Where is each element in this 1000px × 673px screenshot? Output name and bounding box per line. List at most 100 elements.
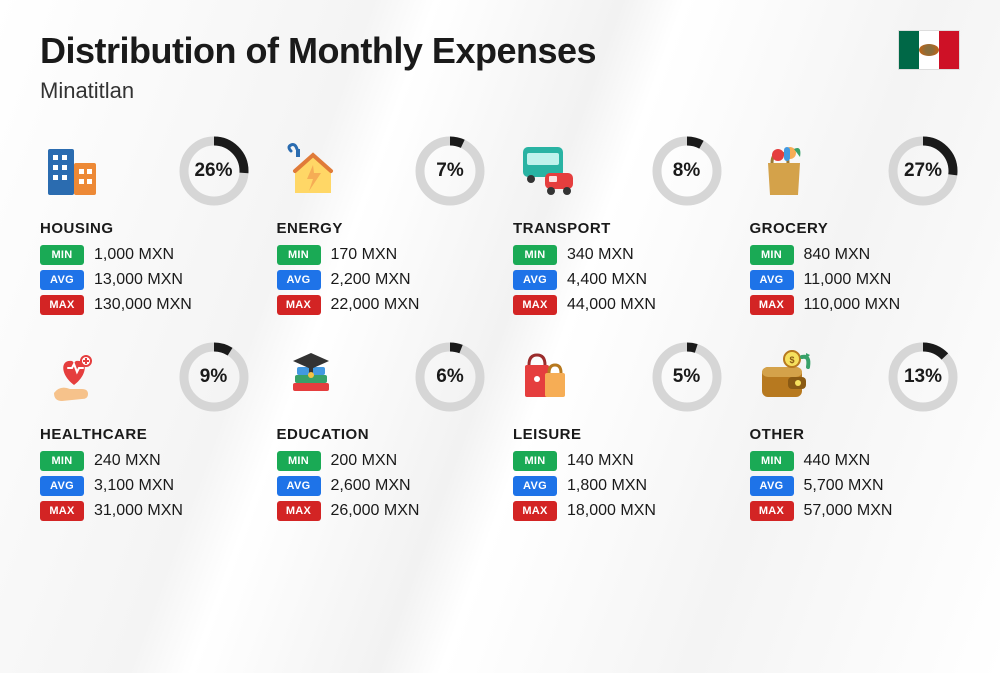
badge-min: MIN — [40, 451, 84, 471]
value-min: 170 MXN — [331, 246, 398, 264]
row-max: MAX 31,000 MXN — [40, 501, 251, 521]
value-avg: 2,600 MXN — [331, 477, 411, 495]
grocery-bag-icon — [750, 137, 818, 205]
value-min: 1,000 MXN — [94, 246, 174, 264]
category-label: HEALTHCARE — [40, 426, 251, 443]
row-avg: AVG 5,700 MXN — [750, 476, 961, 496]
value-max: 18,000 MXN — [567, 502, 656, 520]
wallet-icon: $ — [750, 343, 818, 411]
donut-other: 13% — [886, 340, 960, 414]
value-avg: 4,400 MXN — [567, 271, 647, 289]
card-transport: 8% TRANSPORT MIN 340 MXN AVG 4,400 MXN M… — [513, 132, 724, 320]
badge-min: MIN — [513, 451, 557, 471]
row-avg: AVG 1,800 MXN — [513, 476, 724, 496]
row-max: MAX 57,000 MXN — [750, 501, 961, 521]
buildings-icon — [40, 137, 108, 205]
card-energy: 7% ENERGY MIN 170 MXN AVG 2,200 MXN MAX … — [277, 132, 488, 320]
value-max: 22,000 MXN — [331, 296, 420, 314]
percent-label: 9% — [177, 340, 251, 414]
category-label: LEISURE — [513, 426, 724, 443]
row-avg: AVG 3,100 MXN — [40, 476, 251, 496]
value-max: 31,000 MXN — [94, 502, 183, 520]
value-min: 140 MXN — [567, 452, 634, 470]
badge-max: MAX — [750, 501, 794, 521]
badge-min: MIN — [277, 451, 321, 471]
badge-avg: AVG — [40, 476, 84, 496]
value-avg: 11,000 MXN — [804, 271, 892, 289]
row-min: MIN 440 MXN — [750, 451, 961, 471]
value-max: 26,000 MXN — [331, 502, 420, 520]
row-avg: AVG 2,600 MXN — [277, 476, 488, 496]
category-label: ENERGY — [277, 220, 488, 237]
value-avg: 13,000 MXN — [94, 271, 183, 289]
value-max: 44,000 MXN — [567, 296, 656, 314]
percent-label: 7% — [413, 134, 487, 208]
badge-avg: AVG — [750, 270, 794, 290]
donut-leisure: 5% — [650, 340, 724, 414]
svg-text:$: $ — [789, 355, 794, 365]
donut-transport: 8% — [650, 134, 724, 208]
row-max: MAX 26,000 MXN — [277, 501, 488, 521]
badge-min: MIN — [277, 245, 321, 265]
row-min: MIN 200 MXN — [277, 451, 488, 471]
percent-label: 26% — [177, 134, 251, 208]
percent-label: 5% — [650, 340, 724, 414]
row-avg: AVG 11,000 MXN — [750, 270, 961, 290]
donut-energy: 7% — [413, 134, 487, 208]
donut-education: 6% — [413, 340, 487, 414]
row-avg: AVG 2,200 MXN — [277, 270, 488, 290]
category-label: GROCERY — [750, 220, 961, 237]
value-max: 130,000 MXN — [94, 296, 192, 314]
badge-min: MIN — [750, 451, 794, 471]
donut-housing: 26% — [177, 134, 251, 208]
house-bolt-icon — [277, 137, 345, 205]
value-min: 200 MXN — [331, 452, 398, 470]
value-min: 340 MXN — [567, 246, 634, 264]
heart-hand-icon — [40, 343, 108, 411]
badge-max: MAX — [513, 501, 557, 521]
card-housing: 26% HOUSING MIN 1,000 MXN AVG 13,000 MXN… — [40, 132, 251, 320]
badge-max: MAX — [750, 295, 794, 315]
badge-max: MAX — [40, 295, 84, 315]
category-label: TRANSPORT — [513, 220, 724, 237]
value-avg: 2,200 MXN — [331, 271, 411, 289]
percent-label: 8% — [650, 134, 724, 208]
row-min: MIN 170 MXN — [277, 245, 488, 265]
row-avg: AVG 4,400 MXN — [513, 270, 724, 290]
card-leisure: 5% LEISURE MIN 140 MXN AVG 1,800 MXN MAX… — [513, 338, 724, 526]
row-max: MAX 22,000 MXN — [277, 295, 488, 315]
row-max: MAX 110,000 MXN — [750, 295, 961, 315]
page-subtitle: Minatitlan — [40, 78, 596, 104]
percent-label: 13% — [886, 340, 960, 414]
category-grid: 26% HOUSING MIN 1,000 MXN AVG 13,000 MXN… — [40, 132, 960, 526]
category-label: EDUCATION — [277, 426, 488, 443]
badge-avg: AVG — [277, 270, 321, 290]
badge-max: MAX — [277, 501, 321, 521]
mexico-flag-icon — [898, 30, 960, 70]
percent-label: 27% — [886, 134, 960, 208]
row-min: MIN 840 MXN — [750, 245, 961, 265]
badge-avg: AVG — [40, 270, 84, 290]
card-grocery: 27% GROCERY MIN 840 MXN AVG 11,000 MXN M… — [750, 132, 961, 320]
row-min: MIN 140 MXN — [513, 451, 724, 471]
badge-avg: AVG — [513, 476, 557, 496]
card-education: 6% EDUCATION MIN 200 MXN AVG 2,600 MXN M… — [277, 338, 488, 526]
value-max: 110,000 MXN — [804, 296, 901, 314]
value-avg: 3,100 MXN — [94, 477, 174, 495]
percent-label: 6% — [413, 340, 487, 414]
row-min: MIN 240 MXN — [40, 451, 251, 471]
row-max: MAX 18,000 MXN — [513, 501, 724, 521]
badge-max: MAX — [40, 501, 84, 521]
row-max: MAX 44,000 MXN — [513, 295, 724, 315]
row-max: MAX 130,000 MXN — [40, 295, 251, 315]
card-other: $ 13% OTHER MIN 440 MXN AVG 5,700 MXN MA… — [750, 338, 961, 526]
badge-max: MAX — [277, 295, 321, 315]
page-title: Distribution of Monthly Expenses — [40, 30, 596, 72]
badge-avg: AVG — [277, 476, 321, 496]
title-block: Distribution of Monthly Expenses Minatit… — [40, 30, 596, 104]
value-avg: 5,700 MXN — [804, 477, 884, 495]
row-min: MIN 340 MXN — [513, 245, 724, 265]
value-max: 57,000 MXN — [804, 502, 893, 520]
value-avg: 1,800 MXN — [567, 477, 647, 495]
badge-min: MIN — [750, 245, 794, 265]
